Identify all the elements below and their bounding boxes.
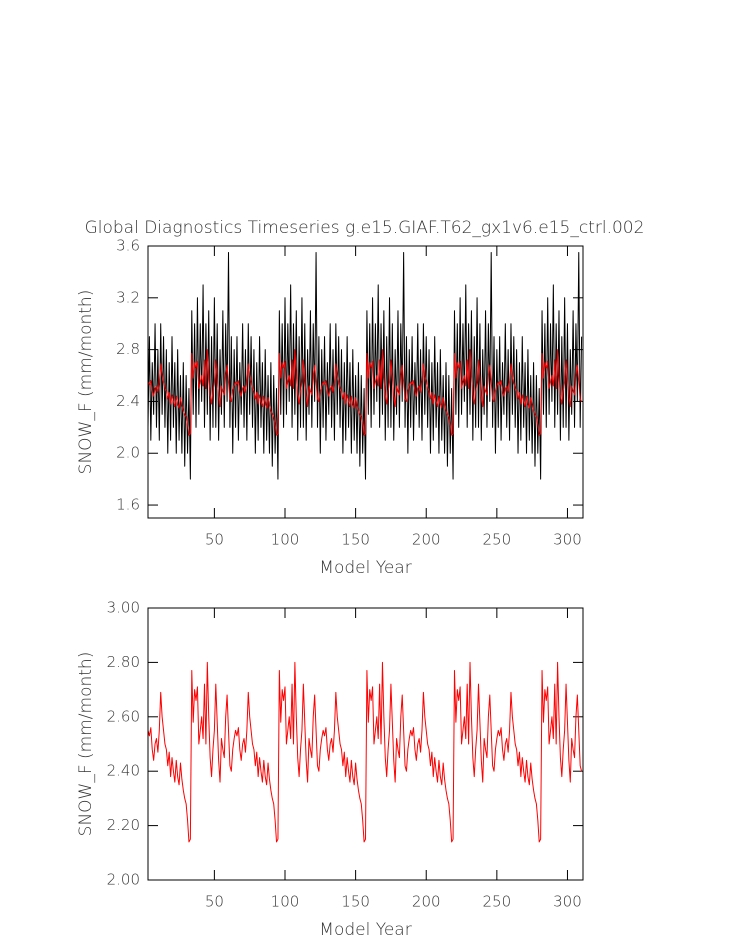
x-tick-label: 50: [205, 531, 224, 549]
y-tick-label: 3.2: [116, 288, 140, 306]
x-tick-label: 250: [483, 531, 512, 549]
x-tick-label: 200: [412, 531, 441, 549]
y-axis-label: SNOW_F (mm/month): [76, 652, 96, 837]
data-line: [148, 251, 583, 480]
x-tick-label: 200: [412, 893, 441, 911]
y-tick-label: 2.60: [107, 707, 140, 725]
x-tick-label: 100: [271, 531, 300, 549]
y-tick-label: 2.40: [107, 762, 140, 780]
y-tick-label: 2.0: [116, 444, 140, 462]
x-tick-label: 50: [205, 893, 224, 911]
x-tick-label: 250: [483, 893, 512, 911]
y-tick-label: 2.80: [107, 653, 140, 671]
x-axis-label: Model Year: [319, 920, 411, 940]
y-tick-label: 1.6: [116, 496, 140, 514]
plot-frame: [147, 607, 584, 881]
data-line: [148, 349, 583, 436]
y-tick-label: 2.8: [116, 340, 140, 358]
plot-frame: [147, 245, 584, 519]
y-tick-label: 3.6: [116, 237, 140, 255]
x-tick-label: 150: [341, 531, 370, 549]
x-tick-label: 300: [553, 531, 582, 549]
x-tick-label: 150: [341, 893, 370, 911]
y-tick-label: 2.00: [107, 871, 140, 889]
y-axis-label: SNOW_F (mm/month): [76, 290, 96, 475]
chart-title: Global Diagnostics Timeseries g.e15.GIAF…: [85, 218, 645, 238]
y-tick-label: 2.4: [116, 392, 140, 410]
data-line: [148, 661, 583, 843]
y-tick-label: 2.20: [107, 816, 140, 834]
x-tick-label: 100: [271, 893, 300, 911]
x-axis-label: Model Year: [319, 558, 411, 578]
y-tick-label: 3.00: [107, 599, 140, 617]
x-tick-label: 300: [553, 893, 582, 911]
